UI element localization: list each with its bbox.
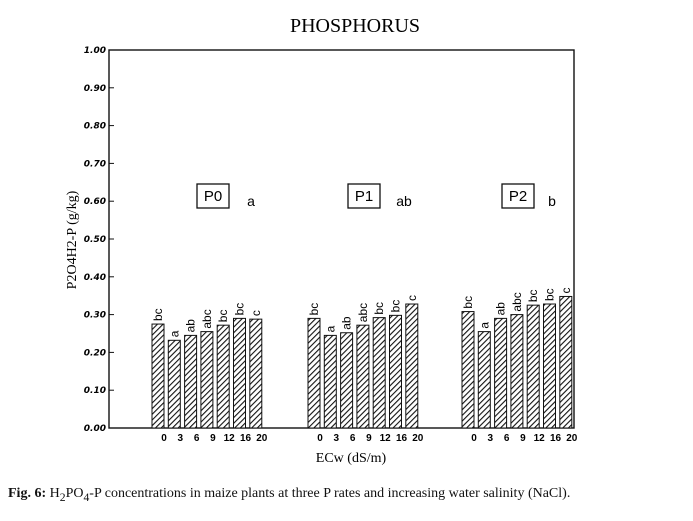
bar-p2-20 <box>559 295 573 429</box>
y-tick-label: 0.80 <box>84 122 106 132</box>
bar-p1-0 <box>307 317 321 429</box>
bar-significance-letter: ab <box>340 316 354 330</box>
chart: PHOSPHORUS 0.000.100.200.300.400.500.600… <box>65 15 578 466</box>
bar-significance-letter: bc <box>543 288 557 301</box>
bar-p1-6 <box>340 332 354 429</box>
bar-p2-16 <box>543 303 556 429</box>
bar-significance-letter: a <box>323 325 337 332</box>
group-label-box <box>501 183 535 209</box>
bar-significance-letter: bc <box>216 309 230 322</box>
bar-significance-letter: bc <box>151 308 165 321</box>
y-tick-label: 0.30 <box>84 311 106 321</box>
bar-p0-0 <box>151 323 165 429</box>
x-tick-label: 3 <box>488 433 494 444</box>
bar-significance-letter: ab <box>494 302 508 316</box>
bar-significance-letter: bc <box>461 296 475 309</box>
group-significance-letter: ab <box>396 193 412 209</box>
group-label: P2 <box>509 188 527 205</box>
x-tick-label: 6 <box>350 433 356 444</box>
y-tick-label: 0.60 <box>84 197 106 207</box>
group-label: P0 <box>204 188 222 205</box>
group-significance-letter: a <box>247 193 255 209</box>
bar-significance-letter: c <box>559 287 573 293</box>
bar-p0-20 <box>249 318 263 429</box>
bar-p2-3 <box>477 331 491 429</box>
x-tick-label: 16 <box>240 433 252 444</box>
bar-significance-letter: bc <box>526 289 540 302</box>
group-label: P1 <box>355 188 373 205</box>
x-tick-label: 3 <box>178 433 184 444</box>
bar-significance-letter: bc <box>233 303 247 316</box>
x-tick-label: 12 <box>380 433 392 444</box>
y-tick-label: 0.90 <box>84 84 106 94</box>
bar-p0-6 <box>184 334 198 429</box>
x-tick-label: 20 <box>412 433 424 444</box>
x-tick-label: 16 <box>396 433 408 444</box>
bar-significance-letter: bc <box>307 303 321 316</box>
x-tick-label: 9 <box>520 433 526 444</box>
x-tick-label: 9 <box>366 433 372 444</box>
group-significance-letter: b <box>548 193 556 209</box>
bar-significance-letter: c <box>249 310 263 316</box>
bar-p1-12 <box>372 317 386 429</box>
x-axis-label: ECw (dS/m) <box>316 451 387 466</box>
bar-p0-3 <box>167 339 181 429</box>
bar-p0-9 <box>200 331 214 429</box>
bar-significance-letter: bc <box>389 300 403 313</box>
bar-p2-6 <box>494 317 508 429</box>
bar-significance-letter: a <box>477 322 491 329</box>
group-label-box <box>347 183 381 209</box>
x-tick-label: 12 <box>224 433 236 444</box>
bar-p0-12 <box>216 324 230 429</box>
group-label-box <box>196 183 230 209</box>
chart-title: PHOSPHORUS <box>290 15 420 37</box>
y-tick-label: 0.20 <box>84 348 106 358</box>
bar-significance-letter: abc <box>510 292 524 311</box>
y-axis-label: P2O4H2-P (g/kg) <box>65 190 80 289</box>
bar-p1-20 <box>405 303 419 429</box>
bar-p2-9 <box>510 314 524 429</box>
y-axis: 0.00 0.10 0.20 0.30 0.40 0.50 0.60 0.70 0.80 0.90… <box>84 46 114 434</box>
y-tick-label: 1.00 <box>84 46 106 56</box>
x-tick-label: 20 <box>256 433 268 444</box>
y-tick-label: 0.40 <box>84 273 106 283</box>
bar-p2-12 <box>526 304 540 429</box>
bar-p1-16 <box>389 314 402 429</box>
caption-text-1: H <box>46 486 60 501</box>
x-axis: 0 3 6 9 12 16 20 0 3 6 9 12 16 20 0 3 6 9 12 16 20 <box>161 433 578 444</box>
bar-significance-letter: bc <box>372 302 386 315</box>
y-tick-label: 0.50 <box>84 235 106 245</box>
bar-significance-letter: a <box>167 330 181 337</box>
bar-significance-letter: abc <box>356 303 370 322</box>
caption-sub-1: 2 <box>59 490 66 504</box>
bar-significance-letter: abc <box>200 309 214 328</box>
bar-p1-9 <box>356 324 370 429</box>
x-tick-label: 12 <box>534 433 546 444</box>
figure-caption: Fig. 6: H2PO4-P concentrations in maize … <box>8 486 688 504</box>
bar-p0-16 <box>233 317 246 429</box>
caption-text-3: -P concentrations in maize plants at thr… <box>89 486 571 501</box>
x-tick-label: 0 <box>471 433 477 444</box>
x-tick-label: 6 <box>194 433 200 444</box>
x-tick-label: 20 <box>566 433 578 444</box>
y-tick-label: 0.00 <box>84 424 106 434</box>
x-tick-label: 6 <box>504 433 510 444</box>
bar-significance-letter: ab <box>184 319 198 333</box>
caption-text-2: PO <box>65 486 84 501</box>
bar-p2-0 <box>461 311 475 429</box>
x-tick-label: 0 <box>161 433 167 444</box>
x-tick-label: 16 <box>550 433 562 444</box>
x-tick-label: 3 <box>334 433 340 444</box>
y-tick-label: 0.70 <box>84 159 106 169</box>
y-tick-label: 0.10 <box>84 386 106 396</box>
caption-sub-2: 4 <box>83 490 90 504</box>
bar-significance-letter: c <box>405 295 419 301</box>
x-tick-label: 9 <box>210 433 216 444</box>
group-labels: P0 a P1 ab P2 b <box>196 183 556 209</box>
bar-p1-3 <box>323 334 337 429</box>
caption-prefix: Fig. 6: <box>8 486 47 501</box>
x-tick-label: 0 <box>317 433 323 444</box>
